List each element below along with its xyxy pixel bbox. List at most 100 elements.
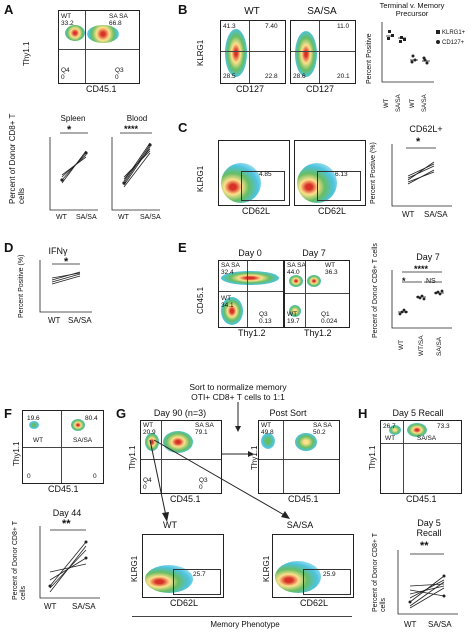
b-wt-gate-v — [249, 21, 250, 83]
h-graph-title-1: Day 5 — [417, 518, 441, 528]
e-day7-q-tr: WT 36.3 — [325, 262, 338, 276]
e-sig-b: NS — [426, 278, 436, 285]
a-flow-plot: WT 33.2 SA SA 66.8 Q4 0 Q3 0 — [58, 10, 140, 84]
b-sasa-gate-v — [319, 21, 320, 83]
a-blood-title: Blood — [126, 114, 148, 123]
g-sasa-pheno-blob — [275, 561, 321, 593]
e-day0-flow: SA SA 32.4 WT 34.1 Q3 0.13 — [218, 260, 284, 328]
g-post-q-tl: WT 49.8 — [261, 422, 274, 436]
h-q-sasa: SA/SA — [417, 435, 437, 442]
b-cat-1: WT — [384, 98, 390, 108]
g-sort-arrow — [235, 402, 241, 432]
g-postsort-title: Post Sort — [269, 408, 307, 418]
a-blood-sig: **** — [124, 124, 139, 134]
d-cat-sasa: SA/SA — [68, 316, 92, 325]
e-day7-flow: SA SA 44.0 WT 36.3 WT 19.7 Q1 0.024 — [284, 260, 350, 328]
h-flow: 26.7 73.3 WT SA/SA — [380, 420, 462, 494]
a-spleen-title: Spleen — [60, 114, 86, 123]
d-cat-wt: WT — [48, 316, 61, 325]
g-xlabel-day90: CD45.1 — [170, 494, 201, 504]
c-xlabel-wt: CD62L — [242, 206, 271, 216]
g-arrow-right — [222, 451, 254, 457]
b-ylabel: KLRG1 — [196, 39, 205, 66]
f-q-wt: WT — [33, 437, 44, 444]
e-day7-q-tl: SA SA 44.0 — [287, 262, 306, 276]
g-day90-q-bl: Q4 0 — [143, 477, 152, 491]
b-legend-cd127: CD127+ — [436, 40, 464, 46]
f-blob-wt — [29, 421, 39, 429]
g-post-blob-wt — [261, 433, 275, 449]
g-sort-text-1: Sort to normalize memory — [189, 382, 287, 392]
b-cat-3: WT — [410, 98, 416, 108]
e-day0-q-tl: SA SA 32.4 — [221, 262, 240, 276]
a-blob-sasa — [87, 25, 119, 43]
b-xlabel-wt: CD127 — [236, 84, 265, 94]
f-graph-ylabel: Percent of Donor CD8+ T cells — [12, 521, 27, 600]
e-day0-title: Day 0 — [238, 248, 262, 258]
e-day7-title: Day 7 — [302, 248, 326, 258]
c-sig: * — [416, 136, 421, 148]
b-sasa-flow: 11.0 28.6 20.1 — [290, 20, 356, 84]
g-day90-q-tl: WT 20.9 — [143, 422, 156, 436]
b-sasa-q-bl: 28.6 — [293, 73, 306, 80]
e-graph-title: Day 7 — [416, 252, 440, 262]
c-graph — [391, 144, 452, 207]
a-q-tr: SA SA 66.8 — [109, 13, 128, 27]
g-post-q-tr: SA SA 50.2 — [313, 422, 332, 436]
b-graph — [381, 22, 434, 83]
d-graph-ylabel: Percent Positive (%) — [18, 254, 25, 318]
f-xlabel: CD45.1 — [48, 484, 79, 494]
f-cat-wt: WT — [44, 602, 57, 611]
g-post-gate-v — [283, 421, 284, 493]
e-graph-ylabel: Percent of Donor CD8+ T cells — [372, 243, 379, 338]
b-wt-q-bl: 28.5 — [223, 73, 236, 80]
c-sasa-gate — [317, 171, 361, 201]
h-q-tr: 73.3 — [437, 423, 450, 430]
g-day90-gate-h — [141, 459, 221, 460]
h-ylabel: Thy1.1 — [368, 445, 377, 470]
e-xlabel-day7: Thy1.2 — [304, 328, 332, 338]
panel-label-b: B — [178, 2, 188, 17]
a-gate-h — [59, 49, 139, 50]
e-day7-blob-1 — [289, 275, 303, 287]
c-cat-wt: WT — [402, 210, 415, 219]
b-graph-ylabel: Percent Positive — [366, 33, 373, 84]
g-wt-pheno-gate — [173, 569, 221, 595]
panel-label-c: C — [178, 120, 188, 135]
g-sasa-pheno: 25.9 — [272, 534, 354, 598]
b-sasa-blob — [295, 31, 317, 77]
f-sig: ** — [62, 518, 71, 530]
f-q-tl: 19.6 — [27, 415, 40, 422]
c-graph-title: CD62L+ — [409, 124, 443, 134]
c-ylabel: KLRG1 — [196, 165, 205, 192]
f-q-br: 0 — [93, 473, 97, 480]
c-wt-gate — [241, 171, 285, 201]
e-day7-blob-3 — [289, 305, 301, 317]
g-day90-blob-wt — [145, 433, 159, 451]
e-day7-gate-v — [305, 261, 306, 327]
b-cat-4: SA/SA — [422, 94, 428, 112]
b-sasa-title: SA/SA — [307, 6, 337, 17]
panel-label-h: H — [358, 406, 368, 421]
e-day0-gate-h — [219, 291, 283, 292]
b-cat-2: SA/SA — [396, 94, 402, 112]
a-flow-ylabel: Thy1.1 — [22, 41, 31, 66]
h-blob-sasa — [407, 423, 427, 437]
c-sasa-val: 6.13 — [335, 171, 348, 178]
h-graph-title-2: Recall — [416, 528, 442, 538]
g-xlabel-wt-pheno: CD62L — [170, 598, 199, 608]
a-q-bl: Q4 0 — [61, 67, 70, 81]
panel-label-f: F — [4, 406, 12, 421]
e-sig-a: * — [402, 276, 406, 286]
f-gate-h — [23, 447, 103, 448]
h-flow-title: Day 5 Recall — [392, 408, 444, 418]
e-sig-top: **** — [414, 264, 429, 274]
g-arrows-down — [149, 439, 290, 522]
f-flow: 19.6 80.4 WT SA/SA 0 0 — [22, 410, 104, 484]
g-ylabel-wt: KLRG1 — [130, 555, 139, 582]
g-sort-text-2: OTI+ CD8+ T cells to 1:1 — [191, 392, 285, 402]
e-day0-gate-v — [247, 261, 248, 327]
a-cat-sasa-2: SA/SA — [140, 214, 161, 221]
g-day90-gate-v — [161, 421, 162, 493]
g-day90-q-br: Q3 0 — [199, 477, 208, 491]
